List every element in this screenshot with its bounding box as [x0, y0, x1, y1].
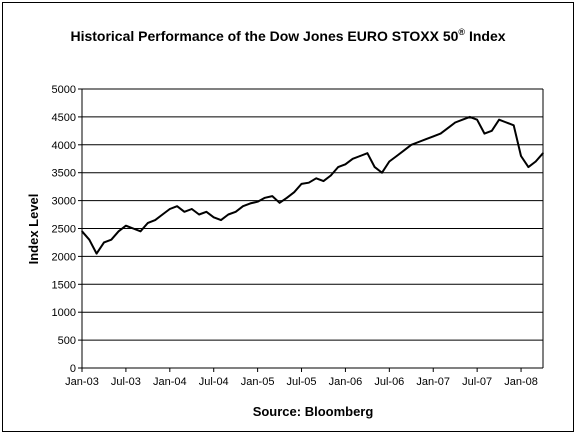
- data-point: [183, 210, 186, 213]
- x-tick-label: Jan-08: [504, 376, 538, 388]
- data-point: [344, 163, 347, 166]
- data-point: [534, 160, 537, 163]
- y-tick-label: 5000: [52, 84, 76, 96]
- y-tick-label: 2000: [52, 251, 76, 263]
- data-point: [154, 219, 156, 221]
- data-point: [366, 152, 369, 154]
- y-axis-title: Index Level: [26, 194, 41, 265]
- data-point: [169, 208, 171, 210]
- data-point: [300, 183, 303, 185]
- x-tick-label: Jul-03: [111, 376, 141, 388]
- y-tick-label: 1500: [52, 279, 76, 291]
- data-point: [461, 118, 464, 121]
- data-point: [447, 127, 449, 129]
- data-point: [351, 157, 354, 160]
- data-point: [439, 132, 442, 135]
- data-point: [117, 230, 120, 233]
- data-point: [139, 230, 142, 233]
- data-point: [293, 191, 296, 194]
- x-tick-label: Jul-04: [199, 376, 229, 388]
- data-point: [469, 116, 471, 118]
- data-point: [161, 213, 164, 216]
- data-point: [110, 238, 113, 241]
- x-tick-label: Jan-03: [65, 376, 99, 388]
- y-tick-label: 500: [58, 335, 76, 347]
- data-point: [498, 118, 500, 121]
- data-point: [483, 132, 486, 135]
- x-tick-label: Jul-06: [374, 376, 404, 388]
- chart-title-suffix: Index: [465, 28, 506, 44]
- data-point: [395, 155, 398, 157]
- data-point: [322, 180, 325, 182]
- data-point: [212, 216, 215, 219]
- x-tick-label: Jul-07: [462, 376, 492, 388]
- data-point: [373, 166, 376, 168]
- data-point: [271, 195, 274, 197]
- x-tick-label: Jan-04: [153, 376, 187, 388]
- data-point: [234, 210, 237, 213]
- y-tick-label: 2500: [52, 224, 76, 236]
- x-tick-label: Jan-07: [416, 376, 450, 388]
- data-point: [176, 205, 178, 207]
- data-point: [242, 205, 244, 207]
- data-point: [403, 149, 405, 152]
- y-tick-label: 3500: [52, 168, 76, 180]
- data-point: [264, 197, 266, 199]
- data-point: [256, 200, 259, 203]
- data-point: [381, 171, 383, 174]
- data-point: [220, 219, 222, 221]
- plot-area: 0 500 1000 1500 2000 2500 3000 3500 4000 4500 5000…: [52, 84, 544, 388]
- data-point: [490, 130, 493, 132]
- x-tick-label: Jan-06: [329, 376, 363, 388]
- y-tick-label: 1000: [52, 307, 76, 319]
- data-point: [425, 138, 427, 141]
- data-point: [132, 227, 135, 230]
- data-point: [315, 177, 317, 180]
- data-point: [527, 166, 530, 168]
- x-tick-label: Jan-05: [241, 376, 275, 388]
- y-tick-label: 3000: [52, 196, 76, 208]
- data-point: [542, 152, 544, 154]
- data-point: [512, 124, 515, 127]
- y-tick-label: 4000: [52, 140, 76, 152]
- data-point: [417, 141, 420, 143]
- data-point: [410, 144, 413, 146]
- data-point: [454, 121, 456, 124]
- chart-title: Historical Performance of the Dow Jones …: [70, 27, 505, 44]
- data-point: [198, 213, 200, 216]
- data-point: [505, 121, 508, 124]
- data-point: [103, 241, 105, 244]
- data-point: [125, 224, 127, 227]
- data-point: [81, 230, 83, 233]
- data-point: [337, 166, 339, 168]
- x-axis-title: Source: Bloomberg: [253, 404, 374, 419]
- data-point: [286, 197, 288, 199]
- series-line: [81, 115, 544, 255]
- data-point: [520, 155, 522, 157]
- chart-title-superscript: ®: [458, 27, 465, 37]
- data-point: [147, 222, 149, 224]
- data-point: [308, 181, 310, 184]
- chart-title-main: Historical Performance of the Dow Jones …: [70, 28, 458, 44]
- data-point: [432, 135, 435, 138]
- data-point: [278, 202, 281, 204]
- data-point: [95, 252, 98, 255]
- data-point: [388, 160, 391, 163]
- data-point: [329, 174, 332, 177]
- y-tick-label: 4500: [52, 112, 76, 124]
- y-tick-label: 0: [70, 363, 76, 375]
- data-point: [359, 155, 361, 157]
- data-point: [476, 118, 478, 121]
- x-tick-label: Jul-05: [287, 376, 317, 388]
- data-point: [88, 238, 91, 241]
- data-point: [205, 210, 208, 213]
- data-point: [190, 208, 193, 210]
- data-point: [227, 213, 230, 216]
- data-point: [249, 202, 252, 205]
